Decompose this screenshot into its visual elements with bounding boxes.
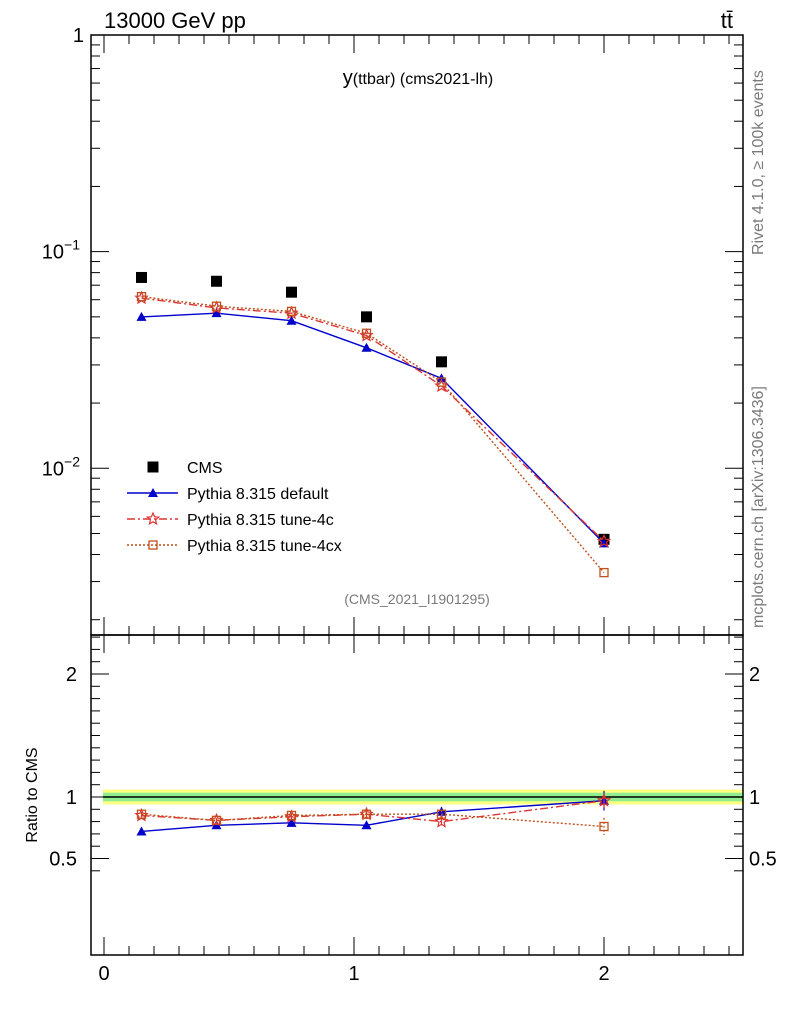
legend-marker-CMS [147, 461, 159, 473]
data-point-CMS [361, 311, 372, 323]
ratio-point-tune-4cx [361, 809, 372, 819]
data-point-tune-4cx [136, 291, 147, 302]
ratio-y-label: Ratio to CMS [24, 747, 41, 842]
energy-label: 13000 GeV pp [104, 8, 246, 33]
plot-title: y(ttbar) (cms2021-lh) [343, 67, 493, 89]
ratio-band [103, 789, 743, 805]
ratio-point-tune-4cx [436, 809, 447, 819]
data-point-tune-4cx [286, 306, 297, 317]
y-tick-label-base: 10 [42, 458, 64, 480]
ratio-line-default [141, 800, 605, 833]
series-line-default [141, 312, 605, 544]
data-point-CMS [136, 271, 147, 283]
ratio-x-ticks: 0 1 2 [98, 635, 730, 985]
data-point-tune-4cx [211, 301, 222, 311]
data-point-tune-4cx [599, 567, 609, 578]
ratio-y-tick-label-left: 0.5 [49, 849, 77, 871]
main-series [134, 271, 612, 578]
ratio-series [134, 790, 612, 836]
y-tick-label: 10−2 [42, 453, 80, 480]
rivet-version-label: Rivet 4.1.0, ≥ 100k events [750, 70, 767, 255]
y-tick-label-base: 10 [42, 242, 64, 264]
data-point-tune-4cx [361, 328, 372, 338]
legend: CMS Pythia 8.315 default Pythia 8.315 tune… [127, 460, 342, 555]
main-panel: 110−110−2 y(ttbar) (cms2021-lh) (CMS_202… [42, 25, 744, 636]
ratio-point-default [361, 820, 372, 830]
legend-label-tune-4cx: Pythia 8.315 tune-4cx [187, 538, 342, 555]
data-point-CMS [286, 286, 297, 298]
legend-marker-tune-4cx [148, 540, 158, 550]
ratio-point-tune-4c [596, 793, 612, 807]
y-tick-label-exponent: −1 [64, 237, 80, 253]
data-point-default [211, 308, 222, 318]
analysis-id-label: (CMS_2021_I1901295) [344, 591, 490, 607]
series-tune-4cx [136, 291, 609, 578]
x-tick-label: 0 [98, 963, 109, 985]
process-label: tt̄ [721, 8, 733, 33]
y-tick-label: 1 [73, 25, 84, 47]
series-tune-4c [134, 290, 612, 548]
ratio-point-default [286, 817, 297, 827]
data-point-CMS [436, 356, 447, 368]
ratio-frame [90, 634, 744, 956]
mcplots-label: mcplots.cern.ch [arXiv:1306.3436] [750, 386, 767, 628]
ratio-point-tune-4cx [211, 815, 222, 826]
ratio-series-tune-4cx [136, 809, 609, 836]
ratio-point-tune-4cx [286, 810, 297, 821]
y-tick-label: 10−1 [42, 237, 80, 264]
ratio-y-tick-label-right: 2 [749, 664, 760, 686]
ratio-panel: 0.5 0.5 1 1 2 2 0 1 2 Ratio to CMS [24, 634, 777, 985]
series-CMS [136, 271, 610, 545]
main-y-ticks: 110−110−2 [42, 25, 743, 635]
legend-label-tune-4c: Pythia 8.315 tune-4c [187, 512, 334, 529]
ratio-y-tick-label-right: 1 [749, 787, 760, 809]
ratio-y-tick-label-right: 0.5 [749, 849, 777, 871]
ratio-point-tune-4cx [136, 809, 147, 819]
ratio-line-tune-4c [141, 800, 605, 823]
ratio-point-tune-4cx [599, 821, 609, 832]
data-point-CMS [211, 275, 222, 287]
legend-marker-default [148, 488, 158, 497]
legend-label-CMS: CMS [187, 460, 223, 477]
ratio-y-ticks: 0.5 0.5 1 1 2 2 [49, 636, 777, 872]
ratio-point-default [136, 826, 147, 836]
legend-label-default: Pythia 8.315 default [187, 486, 329, 503]
data-point-default [361, 342, 372, 352]
data-point-tune-4cx [436, 377, 447, 387]
data-point-tune-4c [596, 533, 612, 548]
ratio-y-tick-label-left: 2 [66, 664, 77, 686]
ratio-y-tick-label-left: 1 [66, 787, 77, 809]
series-line-tune-4cx [141, 295, 605, 574]
y-tick-label-exponent: −2 [64, 453, 80, 469]
x-tick-label: 1 [348, 963, 359, 985]
plot-title-main: y [343, 67, 353, 89]
legend-marker-tune-4c [145, 511, 161, 526]
data-point-default [286, 315, 297, 325]
data-point-default [136, 311, 147, 321]
ratio-point-tune-4c [434, 814, 449, 828]
series-default [136, 308, 609, 548]
x-tick-label: 2 [598, 963, 609, 985]
series-line-tune-4c [141, 297, 605, 542]
plot-title-sub: (ttbar) (cms2021-lh) [353, 71, 493, 88]
